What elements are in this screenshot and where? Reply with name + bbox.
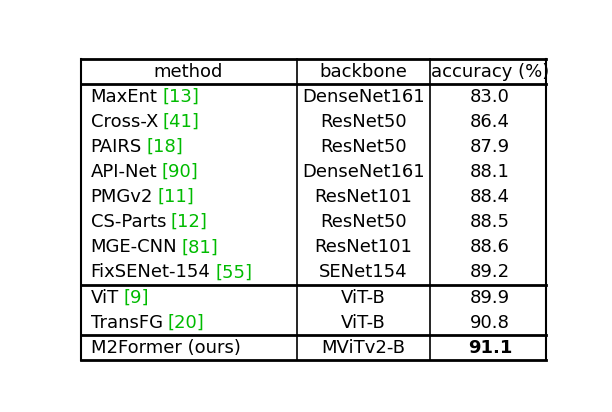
Text: 86.4: 86.4: [470, 113, 510, 131]
Text: 88.5: 88.5: [470, 213, 510, 231]
Text: Cross-X: Cross-X: [91, 113, 158, 131]
Text: TransFG: TransFG: [91, 314, 163, 332]
Text: API-Net: API-Net: [91, 163, 157, 181]
Text: 91.1: 91.1: [468, 339, 512, 357]
Text: PMGv2: PMGv2: [91, 188, 153, 206]
Text: accuracy (%): accuracy (%): [431, 63, 549, 80]
Text: [11]: [11]: [158, 188, 195, 206]
Text: 88.4: 88.4: [470, 188, 510, 206]
Text: method: method: [153, 63, 223, 80]
Text: ViT-B: ViT-B: [341, 288, 386, 307]
Text: [90]: [90]: [162, 163, 199, 181]
Text: [12]: [12]: [171, 213, 207, 231]
Text: 90.8: 90.8: [470, 314, 510, 332]
Text: ResNet50: ResNet50: [320, 138, 407, 156]
Text: SENet154: SENet154: [319, 263, 408, 281]
Text: 83.0: 83.0: [470, 88, 510, 105]
Text: MaxEnt: MaxEnt: [91, 88, 158, 105]
Text: PAIRS: PAIRS: [91, 138, 142, 156]
Text: backbone: backbone: [319, 63, 408, 80]
Text: 87.9: 87.9: [470, 138, 510, 156]
Text: 89.9: 89.9: [470, 288, 510, 307]
Text: 88.1: 88.1: [470, 163, 510, 181]
Text: 88.6: 88.6: [470, 238, 510, 256]
Text: DenseNet161: DenseNet161: [302, 88, 425, 105]
Text: CS-Parts: CS-Parts: [91, 213, 166, 231]
Text: MGE-CNN: MGE-CNN: [91, 238, 177, 256]
Text: M2Former (ours): M2Former (ours): [91, 339, 241, 357]
Text: [55]: [55]: [215, 263, 252, 281]
Text: ResNet101: ResNet101: [315, 238, 412, 256]
Text: [18]: [18]: [146, 138, 183, 156]
Text: [13]: [13]: [162, 88, 199, 105]
Text: MViTv2-B: MViTv2-B: [321, 339, 406, 357]
Text: ResNet50: ResNet50: [320, 113, 407, 131]
Text: [41]: [41]: [163, 113, 200, 131]
Text: FixSENet-154: FixSENet-154: [91, 263, 211, 281]
Text: ViT: ViT: [91, 288, 119, 307]
Text: ResNet101: ResNet101: [315, 188, 412, 206]
Text: ViT-B: ViT-B: [341, 314, 386, 332]
Text: [81]: [81]: [182, 238, 218, 256]
Text: [9]: [9]: [124, 288, 149, 307]
Text: ResNet50: ResNet50: [320, 213, 407, 231]
Text: [20]: [20]: [167, 314, 204, 332]
Text: 89.2: 89.2: [470, 263, 510, 281]
Text: DenseNet161: DenseNet161: [302, 163, 425, 181]
